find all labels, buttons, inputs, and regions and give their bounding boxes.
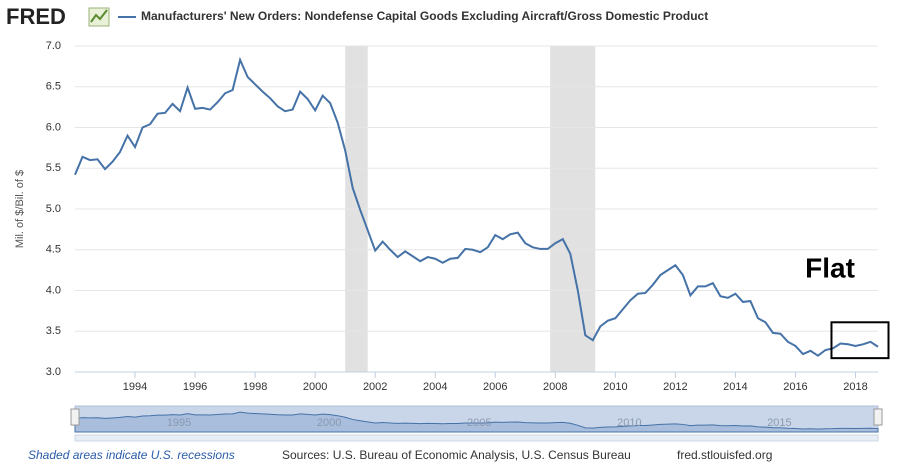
y-axis-label: Mil. of $/Bil. of $ [14, 170, 26, 248]
y-tick-label: 4.0 [46, 284, 61, 296]
y-tick-label: 6.5 [46, 81, 61, 93]
x-tick-label: 2008 [543, 381, 567, 393]
navigator-label: 2000 [317, 417, 341, 429]
annotation-box [830, 321, 890, 360]
scrollbar [74, 434, 879, 442]
x-tick-label: 2010 [603, 381, 627, 393]
y-tick-label: 4.5 [46, 244, 61, 256]
x-tick-label: 2016 [783, 381, 807, 393]
y-tick-label: 5.0 [46, 203, 61, 215]
y-tick-label: 6.0 [46, 121, 61, 133]
x-tick-label: 2012 [663, 381, 687, 393]
navigator-area [74, 411, 879, 433]
legend-label: Manufacturers' New Orders: Nondefense Ca… [141, 9, 708, 23]
y-tick-label: 7.0 [46, 40, 61, 52]
y-tick-label: 3.0 [46, 366, 61, 378]
logo-icon [88, 7, 110, 27]
y-tick-label: 5.5 [46, 162, 61, 174]
y-tick-label: 3.5 [46, 325, 61, 337]
navigator-label: 2010 [617, 417, 641, 429]
site: fred.stlouisfed.org [677, 448, 772, 462]
x-tick-label: 2004 [423, 381, 447, 393]
source: Sources: U.S. Bureau of Economic Analysi… [282, 448, 631, 462]
x-tick-label: 1996 [183, 381, 207, 393]
x-tick-label: 2000 [303, 381, 327, 393]
navigator-handle [70, 408, 80, 426]
navigator-handle [873, 408, 883, 426]
x-tick-label: 2018 [843, 381, 867, 393]
navigator-label: 1995 [167, 417, 191, 429]
recession-note: Shaded areas indicate U.S. recessions [28, 448, 235, 462]
annotation: Flat [805, 252, 855, 283]
navigator-label: 2005 [467, 417, 491, 429]
x-tick-label: 2014 [723, 381, 747, 393]
x-tick-label: 2002 [363, 381, 387, 393]
navigator-label: 2015 [767, 417, 791, 429]
series-line [74, 56, 879, 357]
x-tick-label: 2006 [483, 381, 507, 393]
x-tick-label: 1998 [243, 381, 267, 393]
logo: FRED [6, 4, 66, 29]
x-tick-label: 1994 [123, 381, 147, 393]
